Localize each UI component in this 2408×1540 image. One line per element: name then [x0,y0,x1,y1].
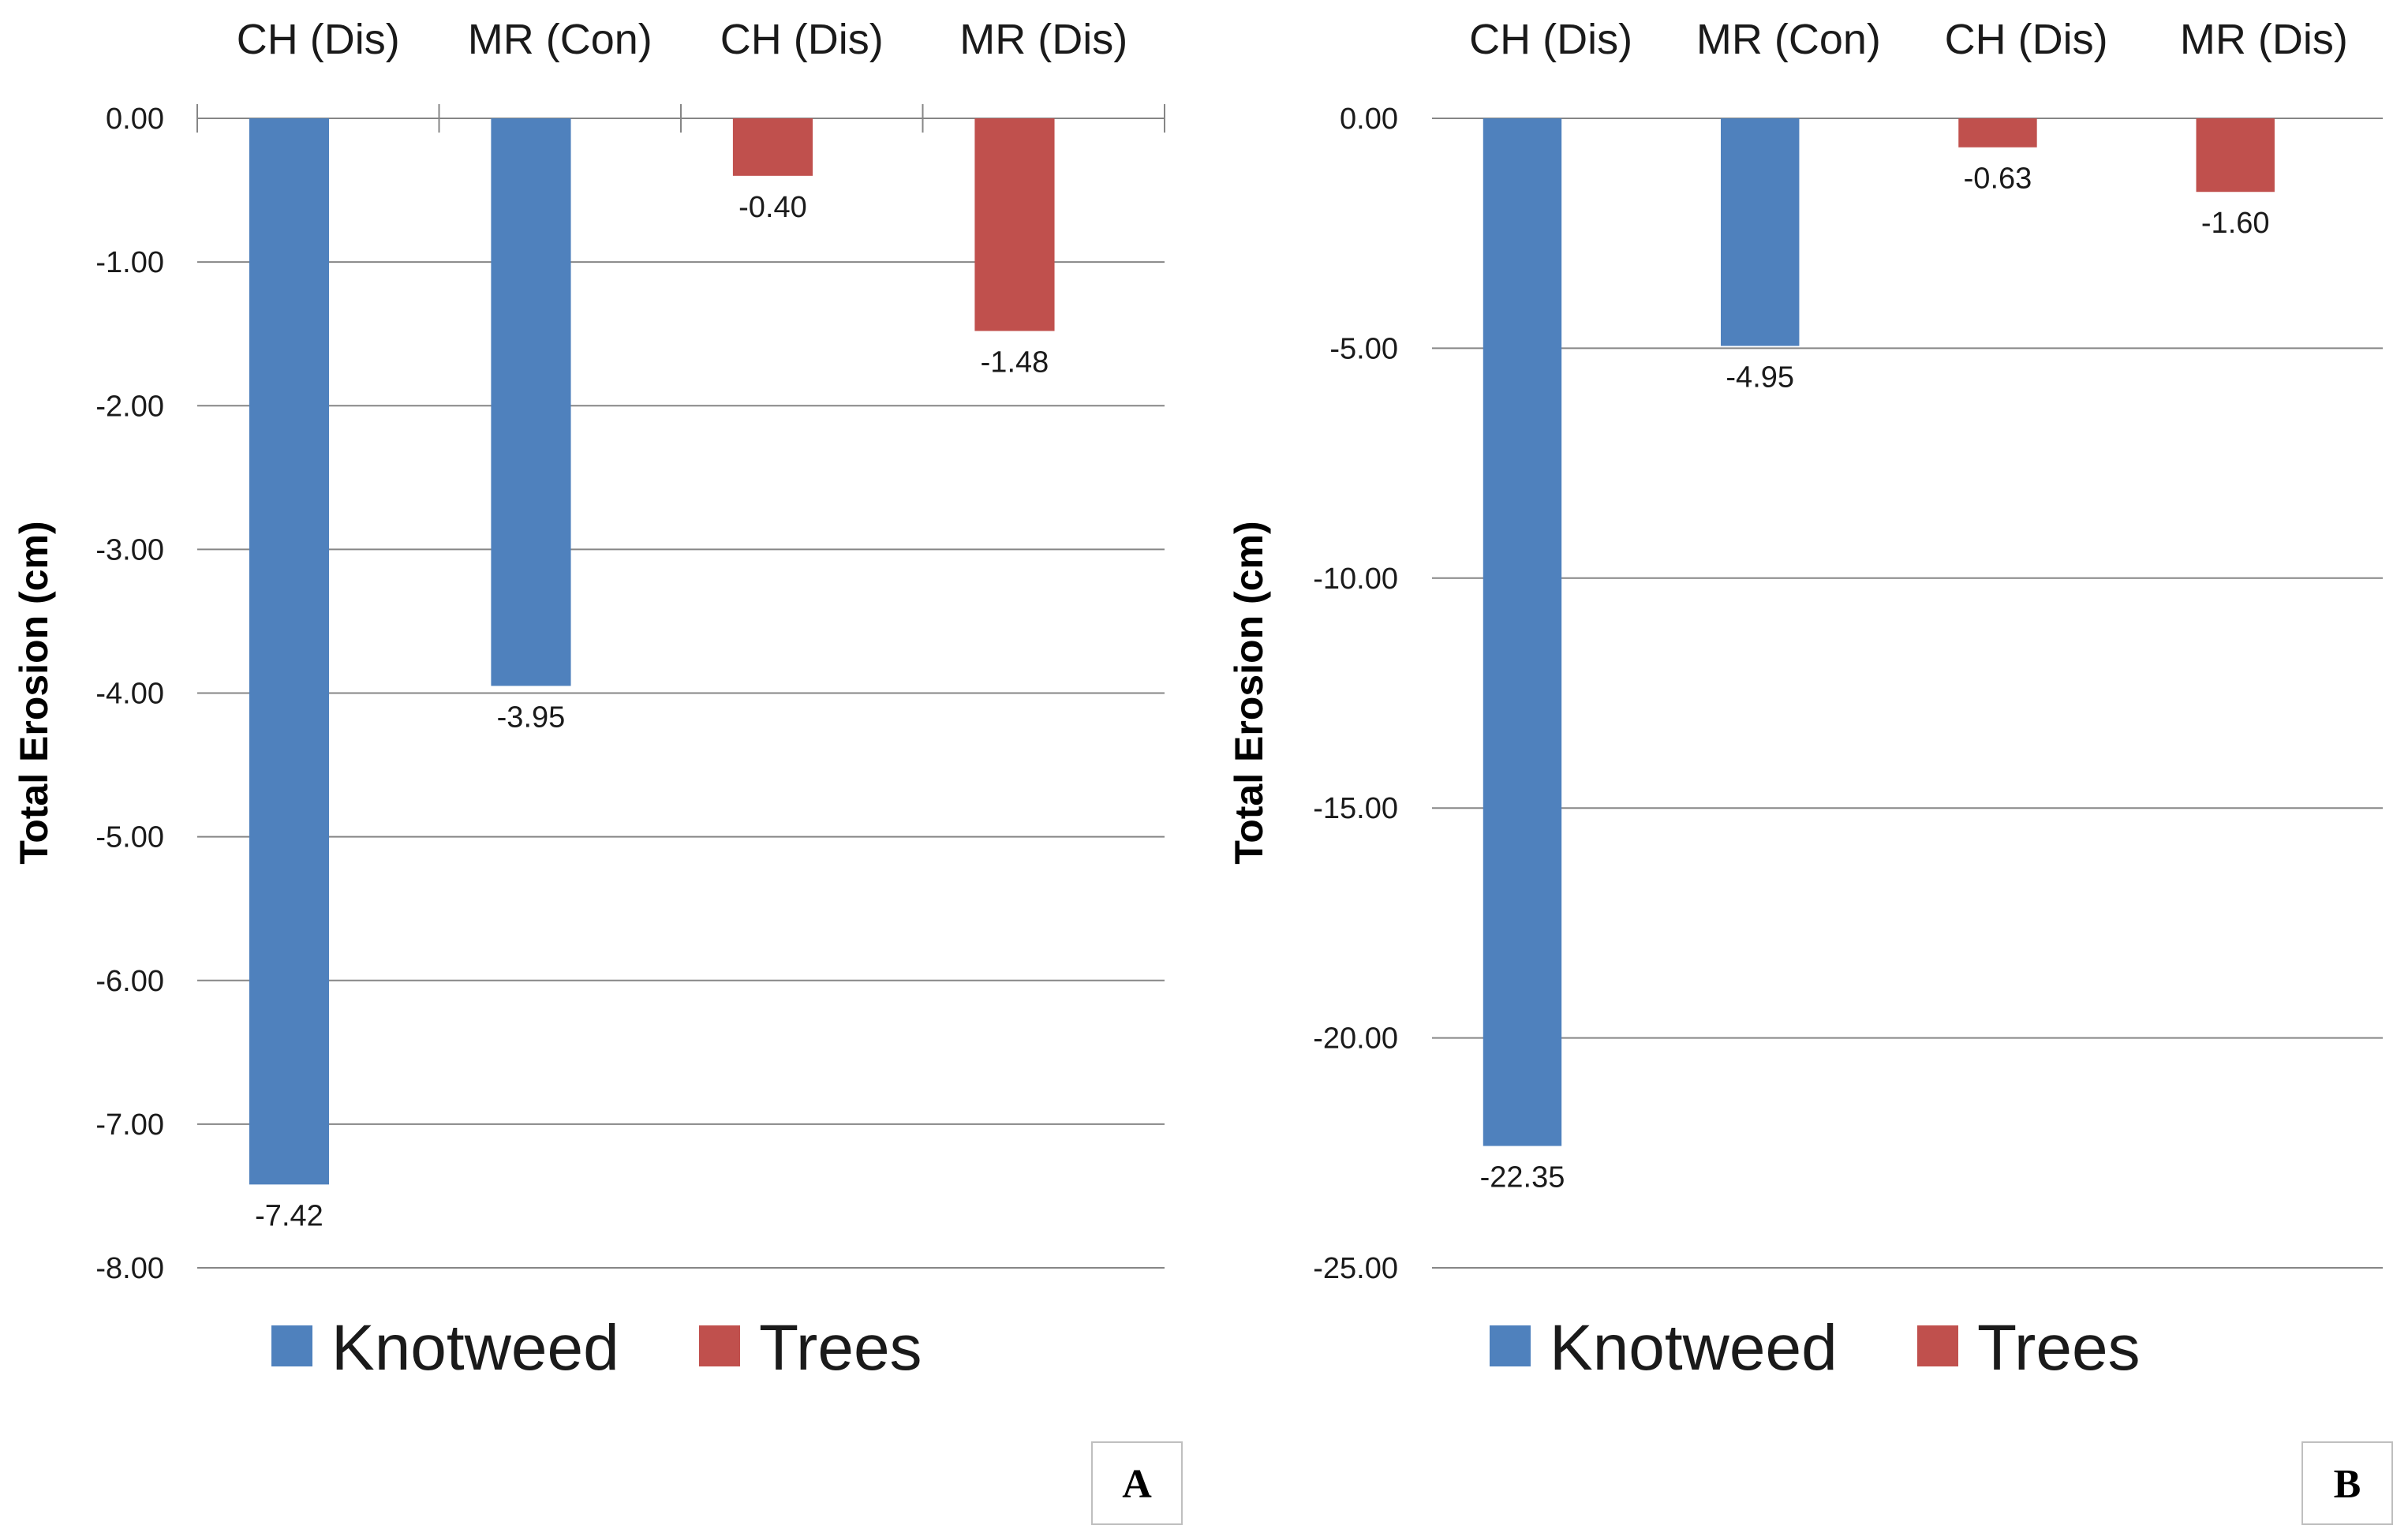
y-tick-label: -4.00 [95,678,164,711]
legend-label-knotweed: Knotweed [1550,1312,1838,1384]
data-label: -1.60 [2201,207,2270,240]
y-tick-label: -10.00 [1313,563,1398,596]
legend-swatch-knotweed [271,1325,312,1366]
y-tick-label: -7.00 [95,1108,164,1142]
trees-bar [732,118,813,176]
y-tick-label: -6.00 [95,965,164,998]
y-tick-label: -15.00 [1313,792,1398,825]
knotweed-bar [249,118,330,1185]
panel-label-box [1091,1441,1183,1525]
y-tick-label: -2.00 [95,390,164,423]
y-tick-label: 0.00 [106,103,164,136]
category-label: MR (Dis) [2180,16,2348,63]
knotweed-bar [1721,118,1800,346]
trees-bar [2196,118,2275,192]
trees-bar [1958,118,2037,148]
y-tick-label: -20.00 [1313,1022,1398,1056]
category-label: CH (Dis) [1469,16,1632,63]
data-label: -3.95 [497,701,566,734]
y-tick-label: -3.00 [95,533,164,566]
legend-swatch-knotweed [1490,1325,1531,1366]
knotweed-bar [1483,118,1562,1146]
y-tick-label: -5.00 [95,821,164,854]
y-tick-label: -8.00 [95,1252,164,1285]
legend-label-trees: Trees [1977,1312,2141,1384]
y-tick-label: -5.00 [1329,332,1398,365]
data-label: -4.95 [1726,361,1794,394]
trees-bar [974,118,1055,331]
data-label: -1.48 [981,346,1049,379]
data-label: -7.42 [255,1199,323,1232]
category-label: MR (Con) [1696,16,1881,63]
legend-swatch-trees [699,1325,740,1366]
y-axis-title: Total Erosion (cm) [1227,521,1271,864]
legend-label-knotweed: Knotweed [331,1312,619,1384]
panel-label-box [2301,1441,2393,1525]
panel-label: A [1122,1462,1152,1507]
chart-panel-a: 0.00 -1.00 -2.00 -3.00 -4.00 -5.00 -6.00 -7.00 -… [12,16,1183,1525]
panel-label: B [2334,1462,2361,1507]
legend-label-trees: Trees [759,1312,922,1384]
category-label: CH (Dis) [1945,16,2108,63]
y-axis-title: Total Erosion (cm) [12,521,56,864]
data-label: -0.63 [1964,163,2032,196]
y-tick-label: -25.00 [1313,1252,1398,1285]
data-label: -0.40 [738,191,807,224]
y-tick-label: -1.00 [95,246,164,279]
y-tick-label: 0.00 [1340,103,1398,136]
category-label: MR (Dis) [959,16,1127,63]
legend-swatch-trees [1917,1325,1958,1366]
category-label: CH (Dis) [237,16,400,63]
category-label: CH (Dis) [720,16,884,63]
knotweed-bar [491,118,571,686]
data-label: -22.35 [1480,1161,1565,1194]
category-label: MR (Con) [468,16,652,63]
chart-panel-b: 0.00 -5.00 -10.00 -15.00 -20.00 -25.00 CH (Dis… [1227,16,2393,1525]
